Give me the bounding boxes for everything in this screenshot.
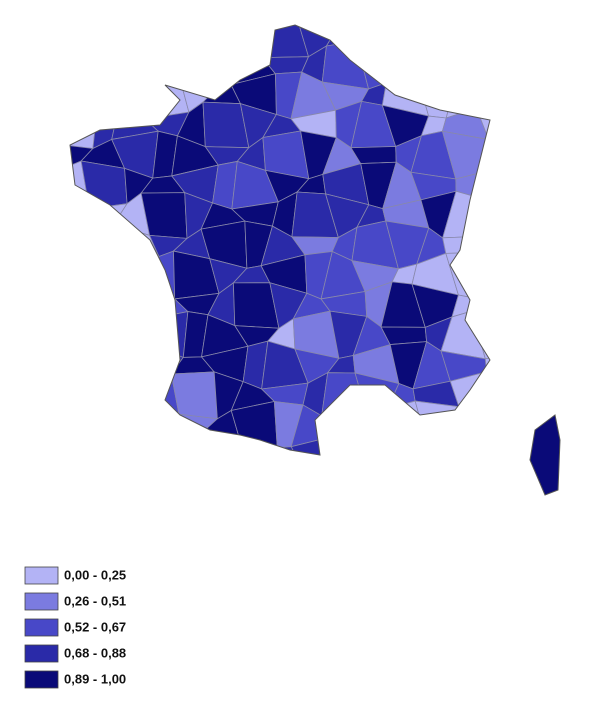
department	[87, 221, 115, 268]
department	[118, 384, 159, 404]
department	[442, 235, 490, 254]
department	[70, 102, 99, 149]
department	[143, 437, 190, 455]
legend-swatch	[24, 670, 59, 689]
department	[142, 70, 190, 120]
department	[440, 25, 487, 56]
department	[142, 47, 181, 81]
department	[93, 323, 125, 349]
department	[471, 83, 490, 109]
department	[83, 340, 120, 390]
department	[110, 340, 158, 390]
department	[70, 221, 100, 268]
department	[472, 371, 490, 418]
department	[325, 25, 357, 47]
department	[485, 26, 490, 45]
department	[113, 255, 160, 292]
department	[70, 40, 86, 89]
department	[170, 371, 218, 420]
department	[70, 411, 99, 437]
department	[350, 430, 396, 455]
corsica	[529, 414, 561, 496]
department	[470, 194, 490, 237]
legend-label: 0,68 - 0,88	[64, 645, 126, 660]
department	[82, 45, 130, 87]
legend-label: 0,89 - 1,00	[64, 671, 126, 686]
department	[451, 43, 487, 85]
department	[119, 55, 158, 76]
department	[480, 139, 490, 174]
department	[446, 406, 476, 446]
department	[472, 416, 490, 435]
department	[118, 401, 145, 449]
department	[471, 289, 490, 319]
legend-label: 0,26 - 0,51	[64, 593, 126, 608]
department	[203, 430, 250, 455]
department	[241, 25, 268, 59]
department	[70, 25, 98, 47]
department	[93, 434, 120, 455]
department	[391, 25, 427, 60]
department	[70, 312, 98, 359]
department	[321, 40, 370, 90]
legend-label: 0,52 - 0,67	[64, 619, 126, 634]
department	[351, 25, 400, 50]
department	[178, 430, 205, 455]
department	[362, 407, 389, 440]
department	[474, 431, 490, 455]
department	[83, 401, 130, 447]
department	[80, 266, 129, 285]
department	[411, 25, 453, 59]
department	[70, 85, 99, 104]
department	[385, 48, 417, 84]
department	[480, 224, 490, 264]
department	[471, 41, 490, 90]
department	[70, 283, 95, 325]
department	[411, 54, 460, 74]
department	[476, 251, 490, 300]
department	[334, 430, 364, 455]
department	[80, 281, 129, 330]
department	[154, 25, 183, 59]
department	[170, 40, 217, 90]
department	[70, 347, 99, 381]
legend-label: 0,00 - 0,25	[64, 567, 126, 582]
department	[83, 379, 130, 413]
department	[381, 438, 429, 455]
department	[147, 250, 176, 300]
department	[82, 25, 121, 57]
department	[140, 311, 189, 358]
departments	[70, 25, 490, 455]
department	[70, 256, 89, 296]
department	[110, 25, 158, 59]
department	[484, 353, 490, 375]
department	[170, 25, 217, 49]
department	[445, 72, 477, 119]
france-outline	[69, 24, 491, 456]
department	[414, 400, 460, 449]
department	[110, 320, 155, 348]
department	[117, 70, 146, 120]
legend-swatch	[24, 618, 59, 637]
department	[320, 415, 369, 437]
legend-swatch	[24, 644, 59, 663]
department	[441, 433, 489, 455]
legend-swatch	[24, 566, 59, 585]
legend-swatch	[24, 592, 59, 611]
department	[70, 370, 85, 420]
department	[122, 281, 149, 330]
department	[70, 430, 98, 455]
department	[110, 445, 159, 455]
department	[422, 444, 448, 455]
department	[70, 200, 100, 232]
legend: 0,00 - 0,25 0,26 - 0,51 0,52 - 0,67 0,68 - …	[24, 566, 126, 689]
department	[201, 25, 250, 48]
department	[84, 74, 130, 114]
